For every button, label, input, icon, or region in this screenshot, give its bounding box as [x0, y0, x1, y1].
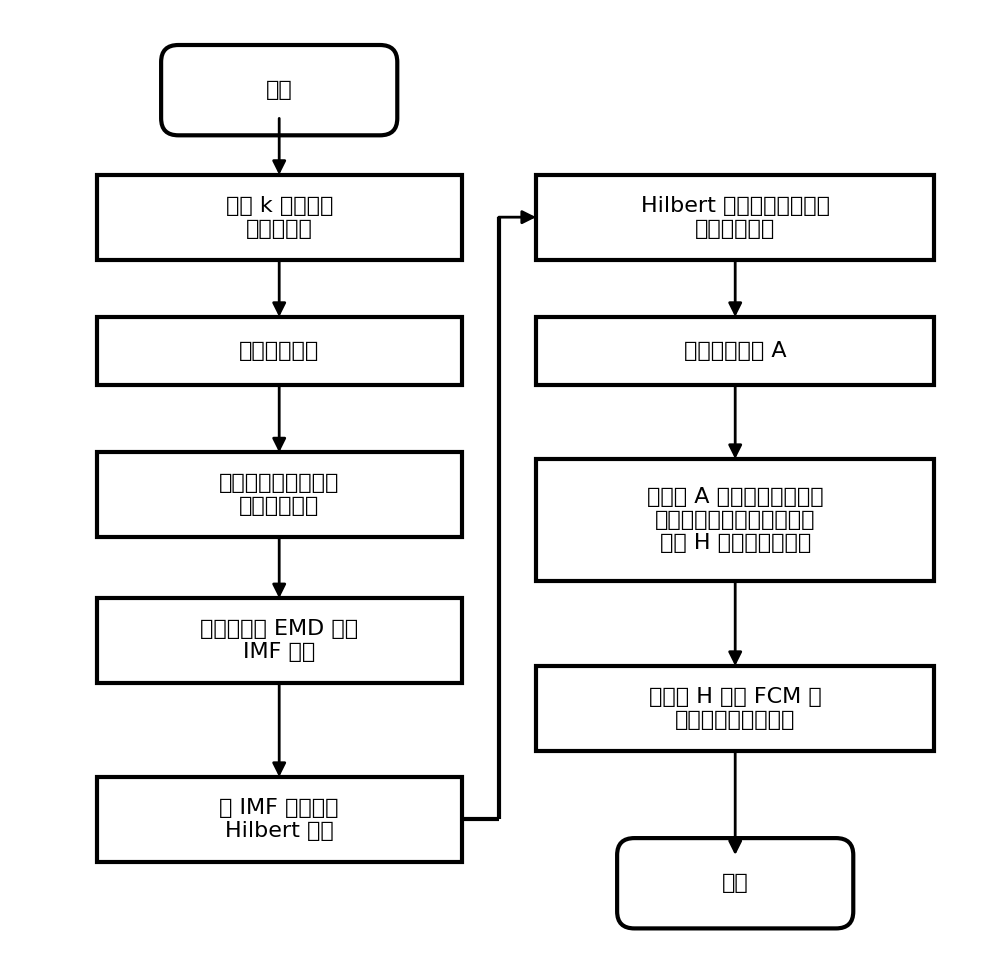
FancyBboxPatch shape [161, 45, 397, 135]
Text: 开始: 开始 [266, 80, 293, 100]
FancyBboxPatch shape [97, 598, 462, 683]
Text: 对矩阵 A 求解奇异值形成各
振动信号对应的综合奇异值
矩阵 H 构成状态特征量: 对矩阵 A 求解奇异值形成各 振动信号对应的综合奇异值 矩阵 H 构成状态特征量 [647, 487, 824, 554]
Text: 确定信号频率范围及
分频区间数目: 确定信号频率范围及 分频区间数目 [219, 473, 339, 516]
Text: 构建时频矩阵 A: 构建时频矩阵 A [684, 341, 787, 361]
Text: 截取有效信号: 截取有效信号 [239, 341, 319, 361]
Text: 振动信号经 EMD 得到
IMF 分量: 振动信号经 EMD 得到 IMF 分量 [200, 619, 358, 662]
FancyBboxPatch shape [617, 838, 853, 928]
Text: 以矩阵 H 作为 FCM 的
输入并进行状态诊断: 以矩阵 H 作为 FCM 的 输入并进行状态诊断 [649, 687, 822, 730]
FancyBboxPatch shape [536, 459, 934, 581]
FancyBboxPatch shape [536, 174, 934, 260]
FancyBboxPatch shape [536, 317, 934, 384]
Text: 结束: 结束 [722, 873, 749, 893]
FancyBboxPatch shape [97, 453, 462, 537]
FancyBboxPatch shape [97, 317, 462, 384]
Text: 各 IMF 分量进行
Hilbert 变换: 各 IMF 分量进行 Hilbert 变换 [219, 798, 339, 841]
Text: 输入 k 个振动信
号原始数据: 输入 k 个振动信 号原始数据 [226, 196, 333, 239]
FancyBboxPatch shape [97, 174, 462, 260]
Text: Hilbert 二维时频谱按频率
区间重构波形: Hilbert 二维时频谱按频率 区间重构波形 [641, 196, 830, 239]
FancyBboxPatch shape [536, 666, 934, 751]
FancyBboxPatch shape [97, 777, 462, 861]
